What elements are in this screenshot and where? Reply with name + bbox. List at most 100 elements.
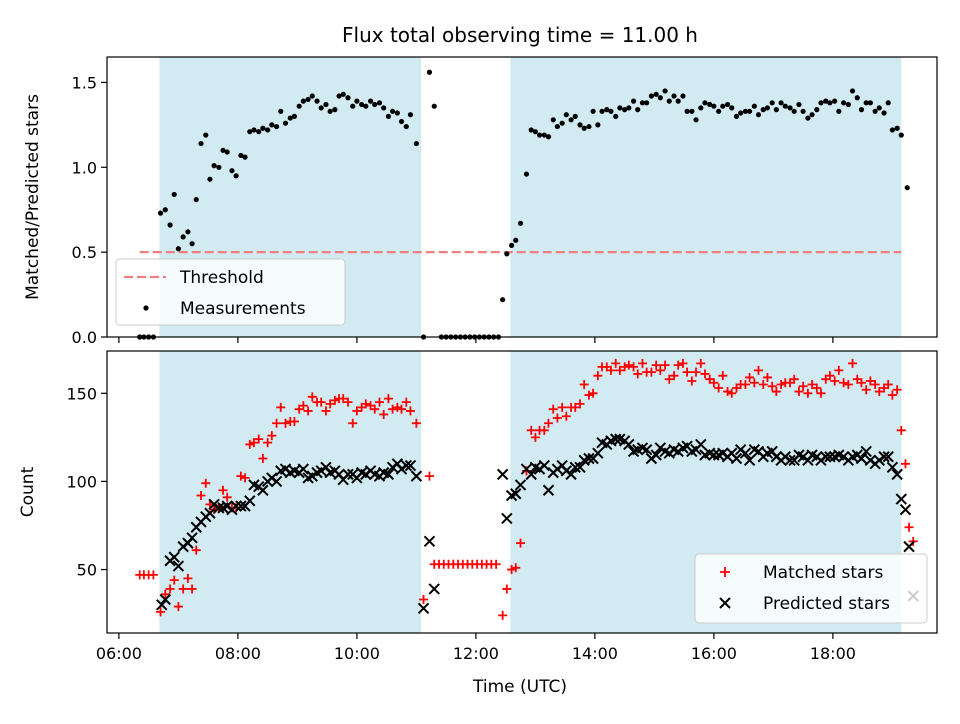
measurement-point xyxy=(904,185,910,191)
measurement-point xyxy=(513,237,519,243)
measurement-point xyxy=(716,108,722,114)
measurement-point xyxy=(180,234,186,240)
matched-star-point xyxy=(870,379,880,389)
predicted-star-point xyxy=(159,593,172,606)
measurement-point xyxy=(742,108,749,114)
matched-star-point xyxy=(201,478,211,488)
measurement-point xyxy=(171,191,177,198)
measurement-point xyxy=(273,123,280,130)
measurement-point xyxy=(769,100,775,106)
predicted-star-point xyxy=(172,560,185,572)
measurement-point xyxy=(840,100,847,106)
y-axis-label: Count xyxy=(18,466,38,517)
predicted-star-point xyxy=(423,535,436,548)
matched-star-point xyxy=(682,367,692,377)
matched-star-point xyxy=(718,371,728,381)
matched-star-point xyxy=(843,379,853,389)
matched-star-point xyxy=(361,399,371,409)
measurement-point xyxy=(751,103,757,109)
predicted-star-point xyxy=(695,438,707,451)
matched-star-point xyxy=(678,358,688,368)
matched-star-point xyxy=(874,387,884,397)
measurement-point xyxy=(541,132,547,138)
measurement-point xyxy=(832,98,838,104)
measurement-point xyxy=(508,242,515,248)
predicted-star-point xyxy=(565,468,577,481)
matched-star-point xyxy=(511,563,521,573)
matched-star-point xyxy=(160,589,170,599)
predicted-star-point xyxy=(244,495,256,507)
matched-star-point xyxy=(222,492,232,502)
matched-star-point xyxy=(896,425,906,435)
measurement-point xyxy=(269,122,275,128)
measurement-point xyxy=(167,222,173,228)
measurement-point xyxy=(720,103,726,109)
matched-star-point xyxy=(798,381,808,391)
measurement-point xyxy=(568,117,574,123)
measurement-point xyxy=(666,98,672,104)
measurement-point xyxy=(635,107,641,113)
measurement-point xyxy=(818,100,824,106)
matched-star-point xyxy=(183,573,193,583)
measurement-point xyxy=(309,93,315,99)
matched-star-point xyxy=(289,417,299,426)
axes-frame xyxy=(106,350,938,634)
measurement-point xyxy=(733,113,740,119)
measurement-point xyxy=(738,110,744,116)
legend-label: Predicted stars xyxy=(763,594,890,614)
measurement-point xyxy=(554,123,561,130)
matched-star-point xyxy=(749,378,759,388)
shaded-interval-2 xyxy=(510,57,902,337)
matched-star-point xyxy=(526,425,536,435)
measurement-point xyxy=(291,113,298,119)
matched-star-point xyxy=(352,406,362,416)
matched-star-point xyxy=(263,438,273,448)
matched-star-point xyxy=(709,378,719,388)
predicted-star-point xyxy=(168,551,180,563)
matched-star-point xyxy=(321,406,331,416)
matched-star-point xyxy=(904,522,914,532)
matched-star-point xyxy=(173,602,183,612)
matched-star-point xyxy=(530,432,540,442)
measurement-point xyxy=(604,107,610,113)
matched-star-point xyxy=(646,367,656,377)
measurement-point xyxy=(613,113,619,119)
measurement-point xyxy=(504,251,510,257)
matched-star-point xyxy=(848,358,858,368)
measurement-point xyxy=(707,101,713,108)
measurement-point xyxy=(532,129,538,135)
matched-star-point xyxy=(570,402,580,412)
x-tick-label: 10:00 xyxy=(334,644,380,663)
predicted-star-point xyxy=(400,459,412,472)
y-tick-label: 0.0 xyxy=(72,328,97,347)
predicted-star-point xyxy=(235,500,247,512)
predicted-star-point xyxy=(623,438,635,451)
x-tick-label: 06:00 xyxy=(96,644,142,663)
measurement-point xyxy=(782,103,788,109)
measurement-point xyxy=(849,88,856,94)
measurement-point xyxy=(581,125,587,131)
measurement-point xyxy=(372,101,378,108)
matched-star-point xyxy=(816,388,826,398)
measurement-point xyxy=(282,120,289,126)
measurement-point xyxy=(238,152,244,159)
measurement-point xyxy=(639,100,646,106)
predicted-star-point xyxy=(496,468,509,481)
matched-star-point xyxy=(330,395,340,405)
matched-star-point xyxy=(325,399,335,409)
measurement-point xyxy=(256,129,262,135)
legend: Matched stars Predicted stars xyxy=(694,553,928,624)
measurement-point xyxy=(657,95,663,101)
measurement-point xyxy=(211,163,217,169)
matched-star-point xyxy=(606,365,616,375)
matched-star-point xyxy=(411,418,421,428)
predicted-star-point xyxy=(297,463,310,475)
x-tick-label: 16:00 xyxy=(691,644,737,663)
measurement-point xyxy=(796,101,802,108)
measurement-point xyxy=(327,108,333,114)
matched-star-point xyxy=(660,360,670,370)
matched-star-point xyxy=(839,378,849,388)
matched-star-point xyxy=(148,570,158,580)
measurement-point xyxy=(898,132,904,138)
